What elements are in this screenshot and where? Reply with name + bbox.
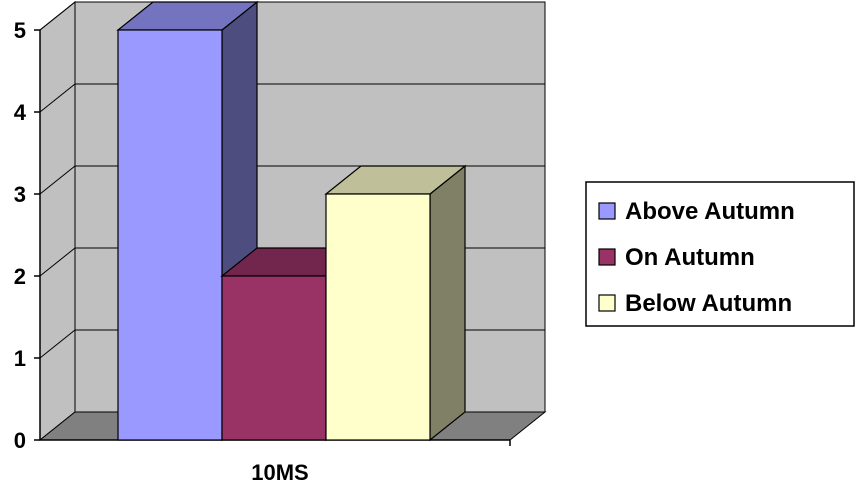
legend-item: On Autumn xyxy=(598,244,755,271)
gridline xyxy=(39,83,545,113)
y-tick-label: 3 xyxy=(14,182,26,207)
legend: Above Autumn On Autumn Below Autumn xyxy=(585,181,855,327)
legend-box xyxy=(585,181,855,327)
y-tick-label: 4 xyxy=(14,100,27,125)
y-tick-label: 1 xyxy=(14,346,26,371)
bars xyxy=(116,0,467,442)
bar-side xyxy=(429,164,466,442)
legend-label: Below Autumn xyxy=(625,290,792,317)
legend-item: Above Autumn xyxy=(598,198,795,225)
y-tick-label: 2 xyxy=(14,264,26,289)
bar-front xyxy=(117,29,223,441)
bar-front xyxy=(325,193,431,441)
bar-front xyxy=(221,275,327,441)
bar xyxy=(324,164,467,442)
y-tick-label: 0 xyxy=(14,428,26,453)
legend-swatch xyxy=(598,202,616,220)
legend-label: On Autumn xyxy=(625,244,755,271)
y-tick-labels: 0 1 2 3 4 5 xyxy=(14,18,27,453)
legend-item: Below Autumn xyxy=(598,290,792,317)
x-tick-label: 10MS xyxy=(251,460,308,485)
gridline xyxy=(39,1,545,31)
legend-swatch xyxy=(598,294,616,312)
legend-swatch xyxy=(598,248,616,266)
x-tick-labels: 10MS xyxy=(251,460,308,485)
legend-label: Above Autumn xyxy=(625,198,795,225)
y-tick-label: 5 xyxy=(14,18,26,43)
side-wall xyxy=(39,0,76,442)
